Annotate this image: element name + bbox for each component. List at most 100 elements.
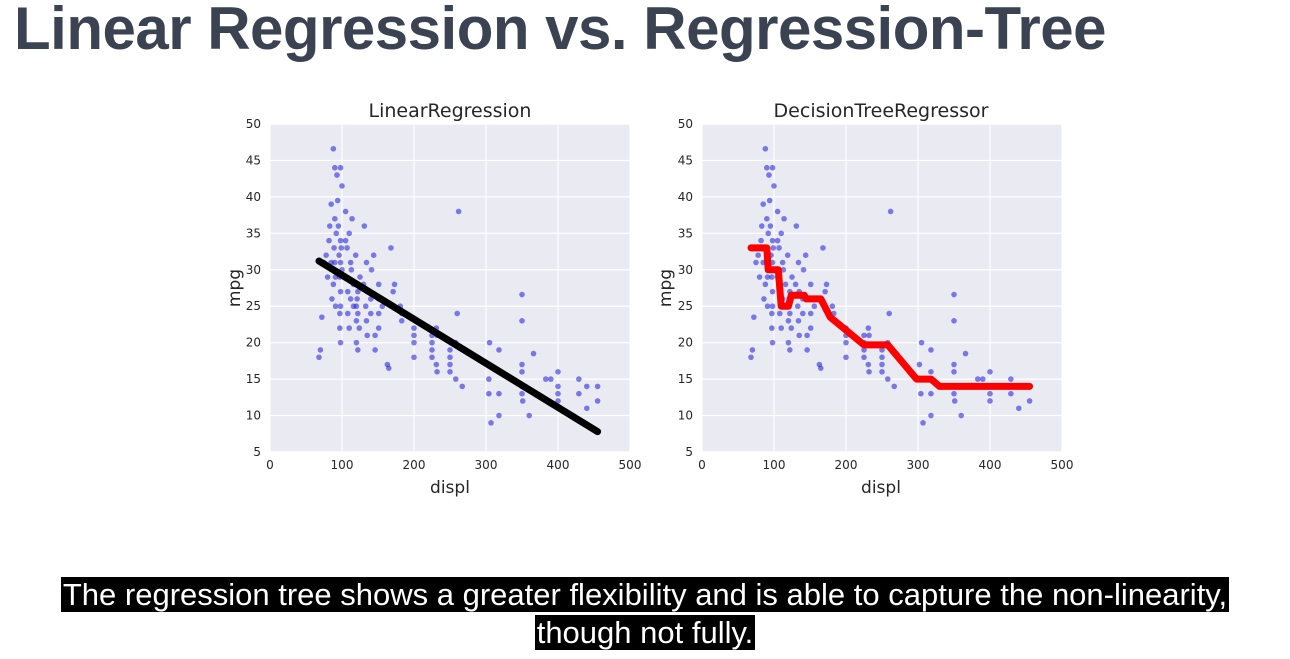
- data-point: [879, 369, 885, 375]
- data-point: [753, 259, 759, 266]
- data-point: [555, 369, 561, 375]
- data-point: [1026, 398, 1033, 404]
- data-point: [1008, 376, 1014, 382]
- data-point: [861, 354, 867, 361]
- data-point: [337, 325, 343, 331]
- data-point: [951, 369, 957, 375]
- linear-regression-chart: 0 100 200 300 400 500 5 10 15 20 25 30 35 40 45 50 Linea…: [225, 100, 641, 498]
- data-point: [391, 281, 398, 288]
- data-point: [774, 208, 781, 215]
- y-tick-label: 25: [678, 299, 693, 313]
- data-point: [317, 347, 324, 353]
- x-tick-label: 500: [619, 458, 642, 472]
- data-point: [352, 252, 359, 258]
- data-point: [584, 405, 590, 412]
- y-tick-label: 5: [253, 445, 261, 459]
- data-point: [765, 230, 772, 237]
- data-point: [866, 332, 872, 339]
- data-point: [781, 215, 787, 222]
- data-point: [326, 237, 332, 244]
- data-point: [486, 339, 493, 346]
- data-point: [787, 347, 793, 353]
- data-point: [778, 325, 784, 331]
- y-tick-label: 30: [678, 263, 693, 277]
- data-point: [519, 361, 525, 368]
- y-tick-label: 10: [246, 409, 261, 423]
- data-point: [792, 281, 799, 288]
- data-point: [486, 376, 492, 382]
- data-point: [800, 266, 807, 273]
- data-point: [594, 383, 601, 390]
- data-point: [330, 281, 337, 288]
- data-point: [865, 361, 872, 368]
- data-point: [793, 223, 800, 229]
- data-point: [928, 369, 934, 375]
- data-point: [519, 390, 525, 397]
- data-point: [337, 339, 344, 346]
- data-point: [332, 164, 338, 171]
- y-tick-label: 40: [678, 190, 693, 204]
- data-point: [344, 310, 351, 317]
- x-axis-label-tree: displ: [861, 478, 901, 498]
- data-point: [338, 245, 345, 251]
- data-point: [336, 252, 342, 258]
- x-tick-label: 0: [698, 458, 706, 472]
- data-point: [447, 347, 453, 353]
- data-point: [782, 281, 789, 288]
- y-tick-label: 35: [246, 226, 261, 240]
- data-point: [780, 266, 787, 273]
- x-axis-label-linear: displ: [430, 478, 470, 498]
- data-point: [348, 266, 355, 273]
- data-point: [555, 398, 561, 404]
- data-point: [766, 172, 772, 178]
- x-tick-label: 300: [907, 458, 930, 472]
- data-point: [488, 420, 494, 426]
- data-point: [548, 376, 554, 382]
- slide-title: Linear Regression vs. Regression-Tree: [14, 0, 1106, 62]
- data-point: [807, 310, 814, 317]
- data-point: [958, 412, 964, 419]
- data-point: [455, 208, 462, 215]
- data-point: [370, 252, 377, 258]
- x-tick-label: 100: [763, 458, 786, 472]
- data-point: [962, 350, 969, 357]
- data-point: [530, 350, 537, 357]
- data-point: [347, 296, 354, 302]
- data-point: [334, 197, 341, 204]
- data-point: [398, 318, 405, 324]
- data-point: [811, 303, 818, 310]
- data-point: [329, 296, 335, 302]
- data-point: [918, 339, 925, 346]
- data-point: [987, 398, 993, 404]
- data-point: [928, 412, 934, 419]
- caption-line-1: The regression tree shows a greater flex…: [60, 577, 1230, 612]
- data-point: [411, 332, 417, 339]
- data-point: [764, 215, 770, 222]
- y-tick-label: 15: [678, 372, 693, 386]
- data-point: [379, 303, 386, 310]
- data-point: [429, 354, 435, 361]
- data-point: [974, 376, 981, 382]
- data-point: [411, 354, 417, 361]
- data-point: [769, 274, 775, 280]
- data-point: [332, 259, 338, 266]
- data-point: [755, 252, 761, 258]
- data-point: [368, 310, 374, 317]
- data-point: [353, 318, 360, 324]
- data-point: [760, 201, 766, 207]
- data-point: [346, 325, 353, 331]
- data-point: [356, 325, 363, 331]
- data-point: [362, 303, 369, 310]
- data-point: [807, 325, 814, 331]
- data-point: [802, 252, 809, 258]
- data-point: [756, 274, 763, 280]
- data-point: [758, 237, 764, 244]
- y-axis-label-linear: mpg: [225, 269, 245, 307]
- data-point: [519, 398, 526, 404]
- data-point: [337, 288, 344, 295]
- data-point: [980, 376, 986, 382]
- y-tick-label: 20: [678, 336, 693, 350]
- charts-canvas: 0 100 200 300 400 5005101520253035404550Linea…: [225, 100, 1073, 498]
- data-point: [447, 361, 453, 368]
- data-point: [342, 208, 349, 215]
